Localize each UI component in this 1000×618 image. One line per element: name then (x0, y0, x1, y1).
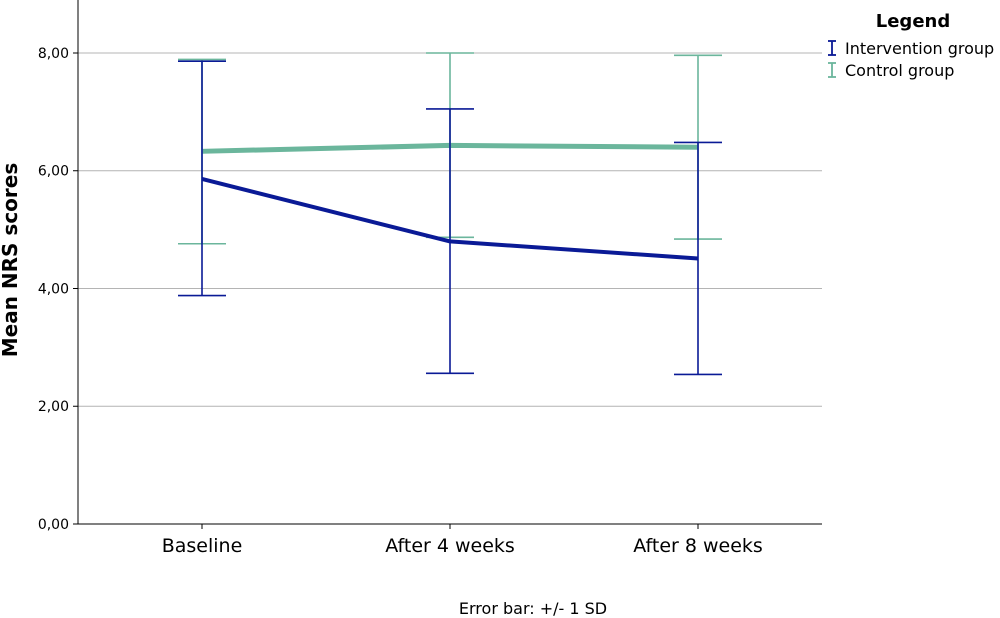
y-tick-labels: 0,00 2,00 4,00 6,00 8,00 (38, 46, 69, 533)
y-tick-label: 6,00 (38, 164, 69, 180)
error-bar-footnote: Error bar: +/- 1 SD (459, 599, 607, 618)
y-tick-label: 4,00 (38, 281, 69, 297)
y-tick-label: 0,00 (38, 517, 69, 533)
y-tick-label: 8,00 (38, 46, 69, 62)
series-intervention-group (178, 60, 722, 376)
legend-title: Legend (876, 11, 950, 32)
x-tick-labels: Baseline After 4 weeks After 8 weeks (162, 524, 763, 557)
legend-label: Intervention group (845, 39, 994, 58)
x-tick-label: After 8 weeks (633, 535, 763, 557)
y-tick-label: 2,00 (38, 399, 69, 415)
legend: Legend Intervention group Control group (828, 11, 994, 80)
y-axis-title: Mean NRS scores (0, 163, 22, 358)
x-tick-label: After 4 weeks (385, 535, 515, 557)
legend-label: Control group (845, 61, 954, 80)
gridlines (73, 52, 822, 525)
x-tick-label: Baseline (162, 535, 243, 557)
series (178, 52, 722, 376)
